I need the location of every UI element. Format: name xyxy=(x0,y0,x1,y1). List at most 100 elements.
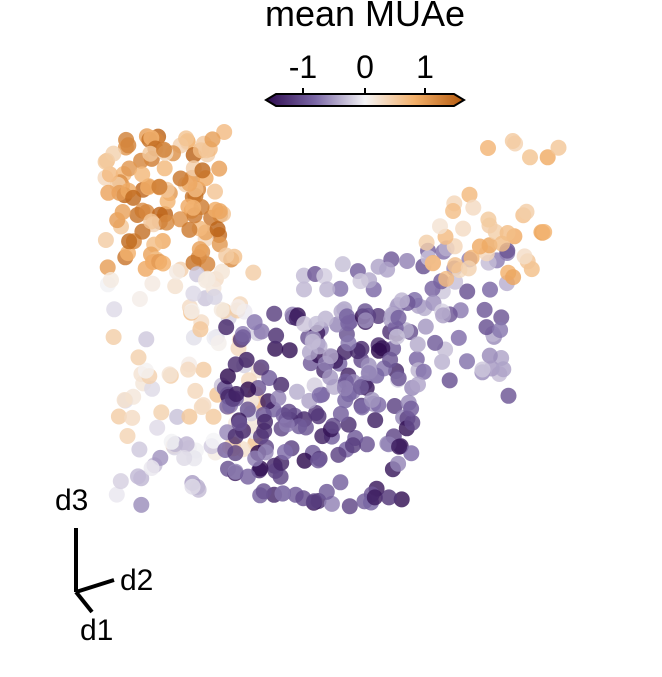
data-point xyxy=(227,428,244,445)
data-point xyxy=(471,238,488,255)
data-point xyxy=(257,444,274,461)
data-point xyxy=(304,333,321,350)
data-point xyxy=(180,361,197,378)
data-point xyxy=(459,283,476,300)
data-point xyxy=(370,342,387,359)
data-point xyxy=(495,361,512,378)
data-point xyxy=(273,376,290,393)
data-point xyxy=(311,387,328,404)
data-point xyxy=(137,362,154,379)
data-point xyxy=(340,335,357,352)
data-point xyxy=(253,359,270,376)
data-point xyxy=(100,184,117,201)
data-point xyxy=(493,309,510,326)
data-point xyxy=(134,166,151,183)
data-point xyxy=(438,270,455,287)
data-point xyxy=(120,137,137,154)
data-point xyxy=(108,486,125,503)
data-point xyxy=(101,166,118,183)
data-point xyxy=(388,328,405,345)
data-point xyxy=(124,409,141,426)
data-point xyxy=(219,368,236,385)
data-point xyxy=(445,203,462,219)
data-point xyxy=(181,408,198,425)
data-point xyxy=(367,412,384,429)
data-point xyxy=(415,363,432,380)
data-point xyxy=(522,149,538,166)
data-point xyxy=(227,463,244,480)
data-point xyxy=(379,261,396,278)
data-point xyxy=(432,218,448,235)
data-point xyxy=(308,405,325,421)
data-point xyxy=(337,392,354,409)
data-point xyxy=(296,452,313,469)
data-point xyxy=(360,365,377,382)
data-point xyxy=(270,390,287,407)
data-point xyxy=(427,334,444,351)
data-point xyxy=(450,329,467,346)
data-point xyxy=(194,162,211,179)
data-point xyxy=(144,275,161,292)
data-point xyxy=(161,366,178,383)
data-point xyxy=(325,417,342,434)
data-point xyxy=(110,408,127,425)
data-point xyxy=(257,413,273,430)
data-point xyxy=(370,308,387,324)
data-point xyxy=(112,473,129,490)
data-point xyxy=(277,444,293,460)
data-point xyxy=(99,259,116,276)
data-point xyxy=(352,273,369,290)
data-point xyxy=(227,356,244,373)
data-point xyxy=(505,269,522,286)
data-point xyxy=(195,397,212,414)
data-point xyxy=(144,380,161,397)
data-point xyxy=(184,478,201,495)
data-point xyxy=(142,145,159,162)
data-point xyxy=(239,468,256,485)
data-point xyxy=(192,321,209,338)
data-point xyxy=(481,347,498,364)
data-point xyxy=(390,370,407,387)
data-point xyxy=(218,319,235,336)
data-point xyxy=(476,301,493,318)
data-point xyxy=(143,213,160,230)
data-point xyxy=(319,281,336,298)
data-point xyxy=(191,241,208,258)
data-point xyxy=(390,309,407,326)
colorbar-tick-label: 0 xyxy=(356,49,374,85)
data-point xyxy=(308,315,325,332)
data-point xyxy=(119,428,136,444)
data-point xyxy=(417,318,434,335)
data-point xyxy=(424,255,441,272)
data-point xyxy=(172,170,189,187)
data-point xyxy=(330,446,347,463)
data-point xyxy=(332,280,349,297)
data-point xyxy=(163,433,180,450)
data-point xyxy=(357,312,374,329)
data-point xyxy=(310,452,327,469)
data-point xyxy=(391,438,408,455)
data-point xyxy=(149,419,166,436)
data-point xyxy=(121,160,138,177)
data-point xyxy=(106,301,123,318)
colorbar-tick-label: -1 xyxy=(289,49,317,85)
data-point xyxy=(340,315,357,332)
data-point xyxy=(332,474,349,491)
data-point xyxy=(211,160,228,177)
data-point xyxy=(185,199,202,216)
data-point xyxy=(116,392,133,408)
data-point xyxy=(131,291,148,307)
colorbar-tick-label: 1 xyxy=(416,49,434,85)
data-point xyxy=(465,199,482,216)
data-point xyxy=(211,203,228,220)
data-point xyxy=(480,140,496,156)
colorbar xyxy=(264,93,466,107)
data-point xyxy=(176,450,193,466)
data-point xyxy=(518,203,535,220)
data-point xyxy=(156,141,172,158)
data-point xyxy=(156,160,173,177)
data-point xyxy=(403,400,420,417)
data-point xyxy=(209,221,226,238)
data-point xyxy=(235,329,252,346)
data-point xyxy=(183,303,200,320)
